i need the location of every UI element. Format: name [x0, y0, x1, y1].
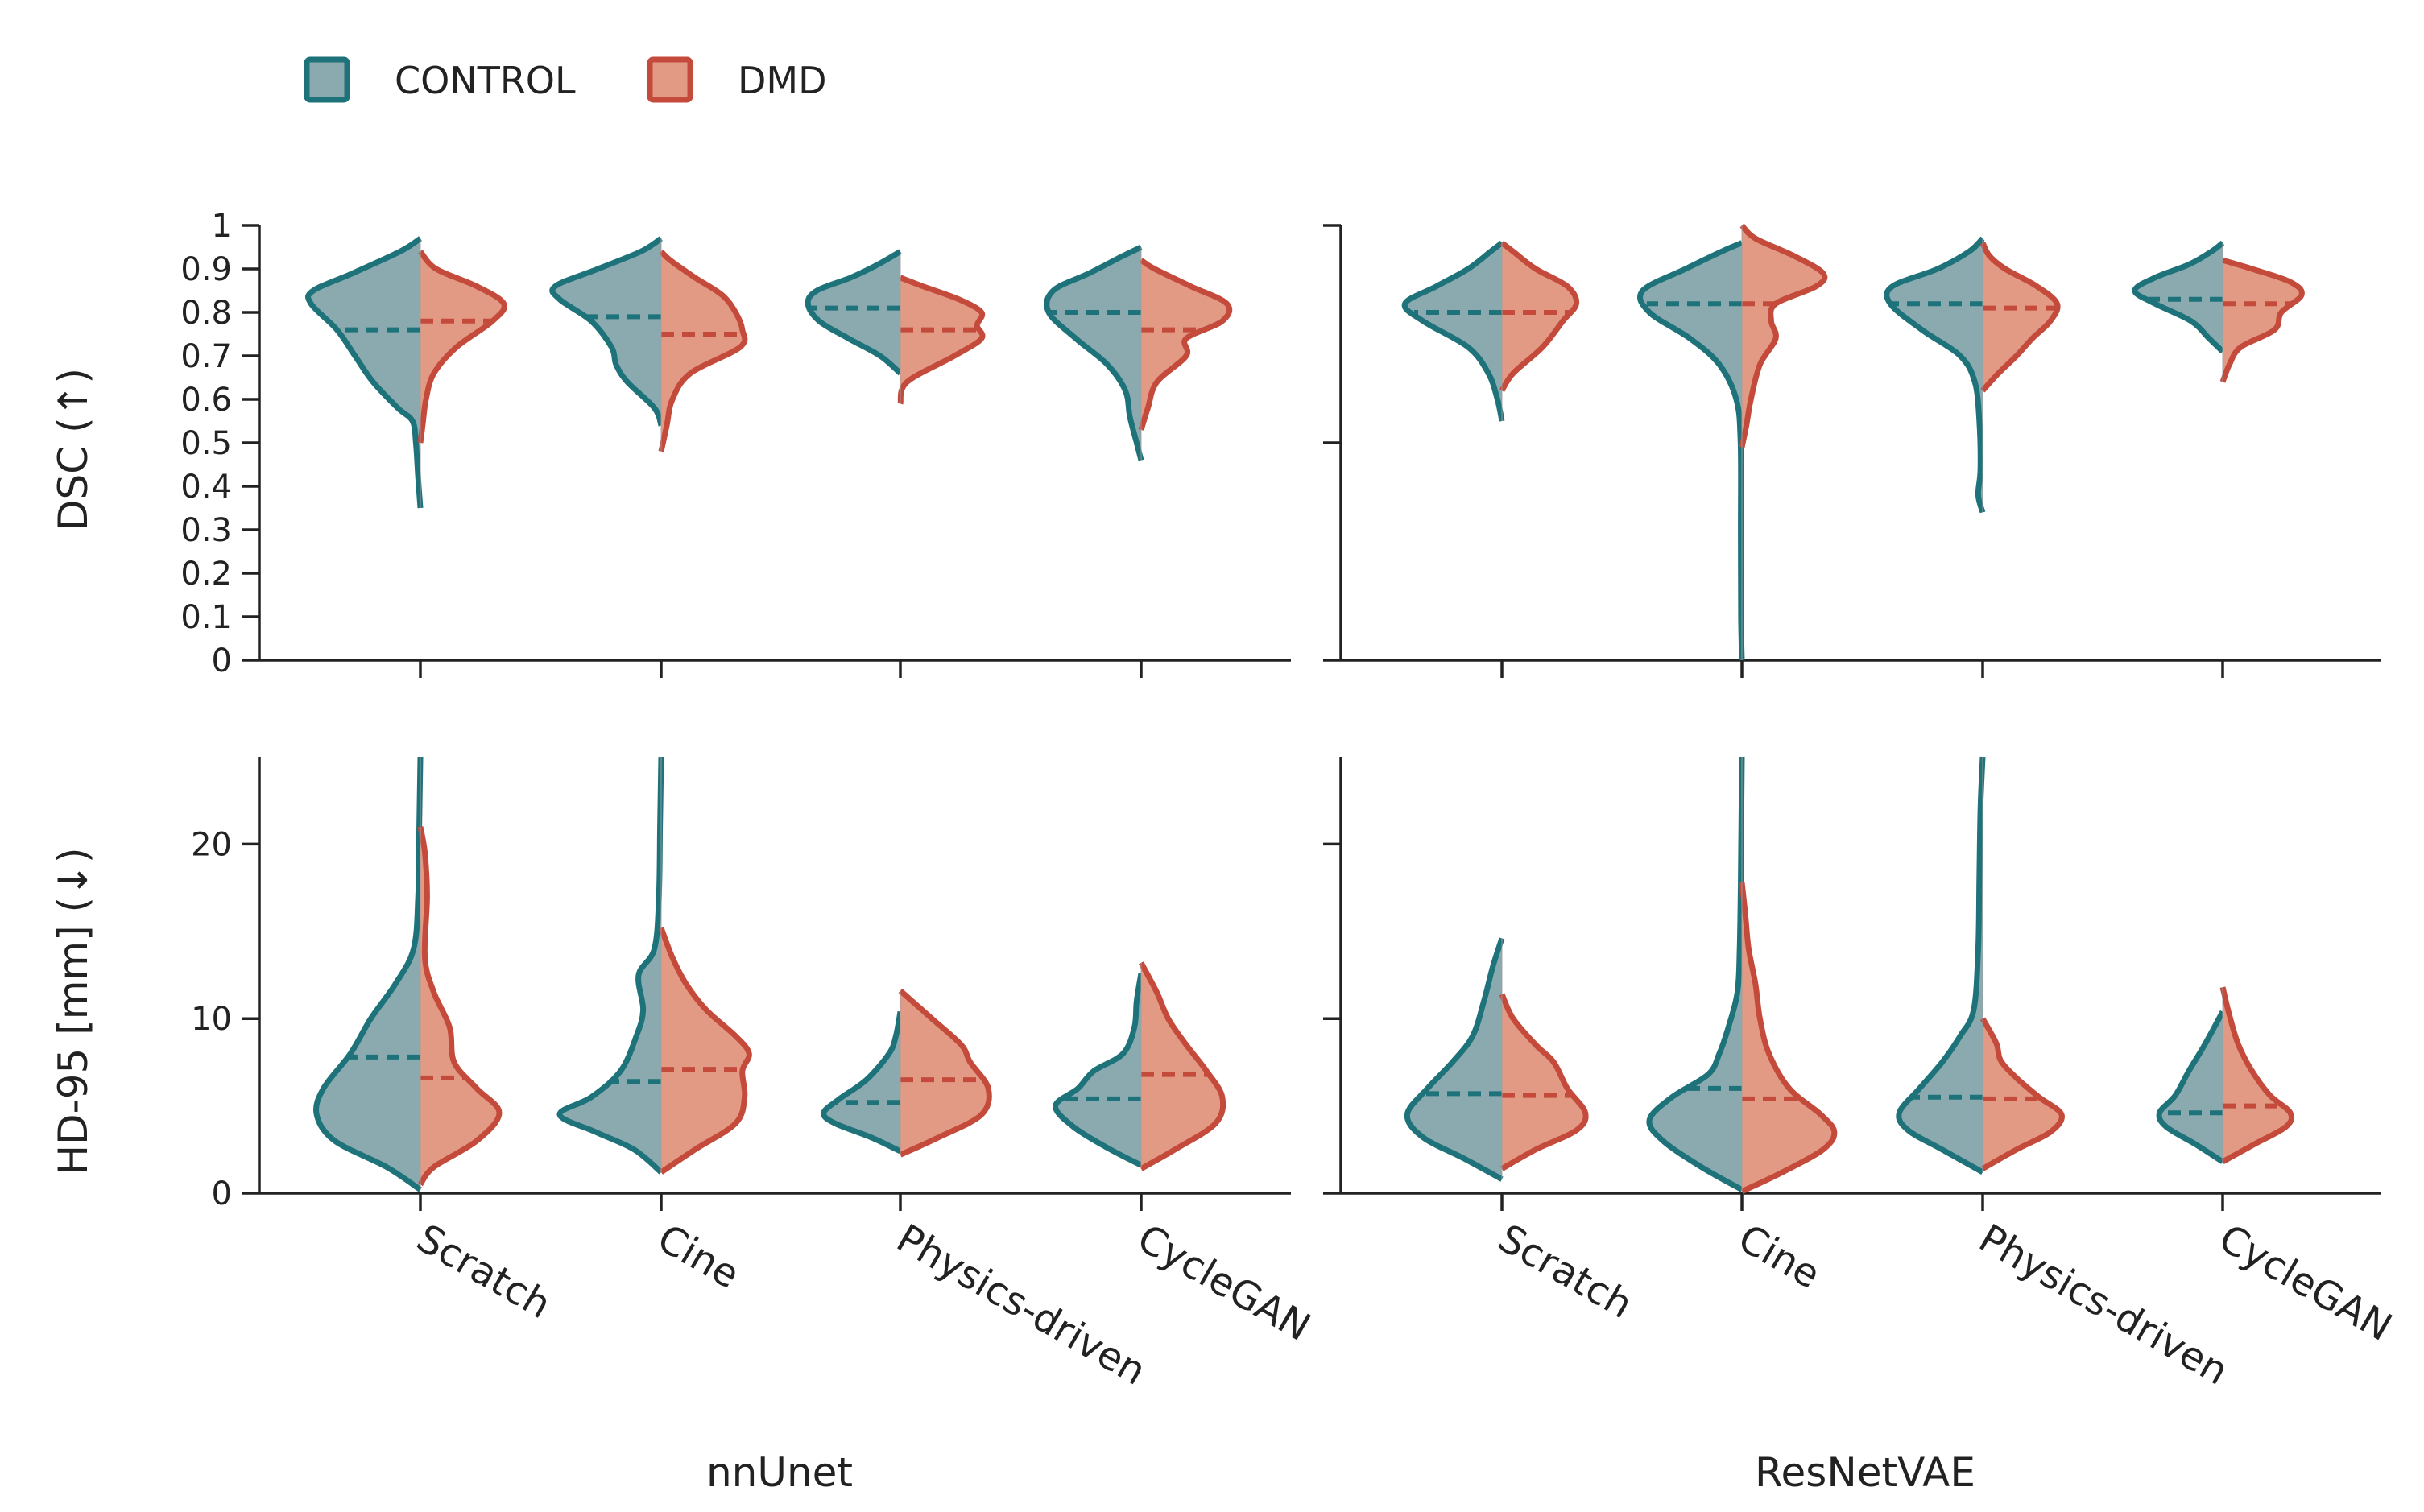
- panel-title-nnunet: nnUnet: [706, 1449, 853, 1496]
- violin-outline: [1401, 240, 1505, 422]
- violin-outline: [417, 250, 507, 444]
- x-tick-label-cine: Cine: [1731, 1216, 1828, 1298]
- violin-resnetvae-hd-95-scratch-dmd: [1502, 994, 1586, 1169]
- x-tick-label-physics-driven: Physics-driven: [889, 1216, 1153, 1394]
- violin-outline: [1884, 236, 1986, 514]
- violin-resnetvae-dsc-scratch-dmd: [1502, 242, 1577, 391]
- violin-outline: [1646, 756, 1745, 1192]
- y-tick-label: 0: [212, 642, 232, 680]
- violin-outline: [1499, 993, 1589, 1171]
- violin-outline: [2219, 986, 2295, 1165]
- x-tick-label-scratch: Scratch: [1491, 1216, 1640, 1328]
- x-tick-label-cine: Cine: [650, 1216, 747, 1298]
- violin-resnetvae-hd-95-cyclegan-control: [2159, 1011, 2223, 1162]
- legend-control-label: CONTROL: [395, 59, 576, 102]
- y-tick-label: 0.7: [180, 338, 232, 375]
- y-tick-label: 1: [212, 208, 232, 245]
- x-tick-label-cyclegan: CycleGAN: [2211, 1216, 2399, 1350]
- violin-nnunet-dsc-physics-driven-control: [808, 251, 900, 374]
- violin-nnunet-dsc-cyclegan-control: [1046, 247, 1141, 461]
- violin-resnetvae-dsc-physics-driven-dmd: [1983, 242, 2058, 391]
- y-tick-label: 0: [212, 1175, 232, 1212]
- legend: CONTROL DMD: [304, 56, 827, 103]
- y-tick-label: 0.6: [180, 382, 232, 419]
- violin-nnunet-hd-95-scratch-control: [316, 757, 420, 1190]
- violin-nnunet-dsc-cine-dmd: [661, 251, 745, 452]
- violin-outline: [1979, 241, 2061, 393]
- violin-resnetvae-hd-95-cine-dmd: [1742, 882, 1835, 1192]
- violin-outline: [556, 756, 664, 1175]
- violin-outline: [1138, 961, 1226, 1171]
- x-tick-label-cyclegan: CycleGAN: [1130, 1216, 1317, 1350]
- violin-outline: [658, 927, 752, 1175]
- violin-nnunet-hd-95-cine-control: [559, 757, 661, 1172]
- y-tick-label: 0.5: [180, 425, 232, 462]
- violin-outline: [549, 236, 664, 427]
- violin-resnetvae-dsc-cyclegan-dmd: [2223, 260, 2302, 382]
- legend-control-swatch: [304, 56, 350, 103]
- violin-resnetvae-hd-95-physics-driven-dmd: [1983, 1018, 2062, 1169]
- violin-resnetvae-dsc-cine-control: [1640, 242, 1742, 661]
- violin-outline: [417, 826, 503, 1187]
- plot-area: 00.10.20.30.40.50.60.70.80.9101020Scratc…: [180, 208, 2399, 1394]
- violin-nnunet-hd-95-physics-driven-control: [823, 1011, 900, 1151]
- violin-resnetvae-dsc-physics-driven-control: [1886, 238, 1983, 513]
- violin-outline: [305, 236, 424, 509]
- violin-nnunet-dsc-cyclegan-dmd: [1141, 260, 1230, 430]
- panel-title-resnetvae: ResNetVAE: [1755, 1449, 1975, 1496]
- violin-resnetvae-hd-95-cine-control: [1648, 757, 1742, 1190]
- y-tick-label: 20: [191, 826, 232, 863]
- x-tick-label-scratch: Scratch: [409, 1216, 558, 1328]
- y-tick-label: 0.1: [180, 599, 232, 636]
- violin-nnunet-dsc-cine-control: [552, 238, 661, 426]
- ylabel-dsc: DSC (↑): [50, 368, 97, 531]
- violin-outline: [1739, 223, 1828, 448]
- violin-outline: [1499, 240, 1580, 393]
- violin-nnunet-dsc-scratch-dmd: [420, 251, 505, 443]
- y-tick-label: 0.8: [180, 295, 232, 332]
- violin-outline: [2132, 240, 2225, 354]
- violin-nnunet-dsc-scratch-control: [308, 238, 420, 508]
- violin-outline: [805, 249, 903, 376]
- violin-resnetvae-dsc-scratch-control: [1404, 242, 1502, 421]
- violin-resnetvae-hd-95-physics-driven-control: [1898, 757, 1983, 1172]
- violin-outline: [1404, 937, 1505, 1182]
- violin-outline: [313, 756, 424, 1192]
- violin-nnunet-dsc-physics-driven-dmd: [900, 277, 983, 404]
- violin-outline: [1637, 240, 1745, 661]
- y-tick-label: 0.4: [180, 469, 232, 506]
- violin-outline: [1044, 244, 1144, 461]
- violin-outline: [1053, 973, 1144, 1168]
- y-tick-label: 10: [191, 1001, 232, 1038]
- y-tick-label: 0.9: [180, 251, 232, 288]
- y-tick-label: 0.2: [180, 556, 232, 593]
- violin-outline: [821, 1010, 904, 1155]
- violin-outline: [898, 988, 992, 1158]
- violin-outline: [1979, 1017, 2065, 1171]
- legend-dmd-label: DMD: [738, 59, 827, 102]
- ylabel-hd95: HD-95 [mm] (↓): [50, 848, 97, 1175]
- violin-resnetvae-dsc-cine-dmd: [1742, 225, 1825, 448]
- violin-nnunet-hd-95-cine-dmd: [661, 927, 750, 1172]
- violin-resnetvae-hd-95-cyclegan-dmd: [2223, 987, 2292, 1162]
- violin-outline: [1739, 882, 1838, 1194]
- violin-outline: [658, 249, 748, 452]
- violin-nnunet-hd-95-physics-driven-dmd: [900, 990, 990, 1155]
- violin-nnunet-hd-95-cyclegan-dmd: [1141, 962, 1223, 1169]
- violin-outline: [1896, 756, 1986, 1175]
- violin-outline: [897, 275, 986, 405]
- y-tick-label: 0.3: [180, 512, 232, 549]
- violin-outline: [2156, 1010, 2226, 1164]
- legend-dmd-swatch: [647, 56, 693, 103]
- violin-outline: [2219, 257, 2305, 383]
- violin-resnetvae-hd-95-scratch-control: [1407, 938, 1502, 1179]
- x-tick-label-physics-driven: Physics-driven: [1971, 1216, 2236, 1394]
